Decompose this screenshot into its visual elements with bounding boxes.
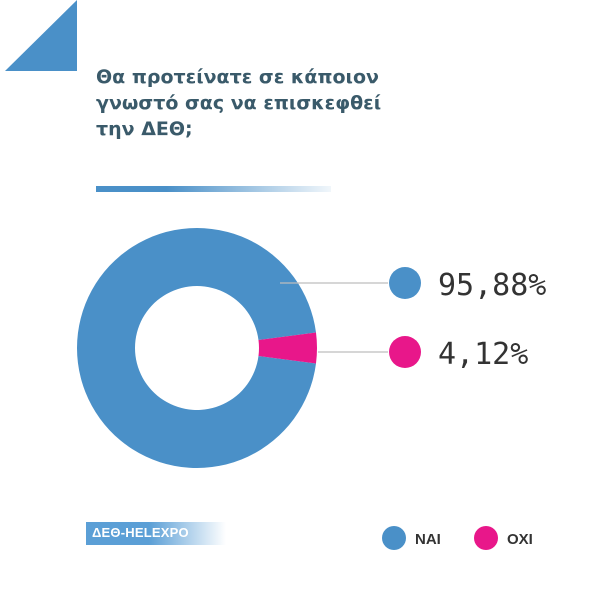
title-line-1: Θα προτείνατε σε κάποιον [96,66,379,88]
legend-swatch-οχι [474,526,498,550]
brand-label: ΔΕΘ-HELEXPO [92,525,189,540]
page-title: Θα προτείνατε σε κάποιον γνωστό σας να ε… [96,64,476,142]
legend: ΝΑΙ ΟΧΙ [382,526,533,550]
callouts: 95,88% 4,12% [280,267,546,372]
brand-badge: ΔΕΘ-HELEXPO [86,522,226,545]
donut-chart [77,228,318,468]
title-line-3: την ΔΕΘ; [96,118,193,140]
corner-triangle [5,0,77,71]
legend-swatch-ναι [382,526,406,550]
legend-label-ναι: ΝΑΙ [415,531,441,548]
legend-label-οχι: ΟΧΙ [507,531,533,548]
marker-dot-οχι [389,336,421,368]
title-line-2: γνωστό σας να επισκεφθεί [96,92,382,114]
marker-dot-ναι [389,267,421,299]
data-label-οχι: 4,12% [438,337,528,372]
data-label-ναι: 95,88% [438,268,546,303]
title-divider [96,186,331,192]
donut-slice-ναι [77,228,316,468]
donut-slice-οχι [258,332,318,364]
